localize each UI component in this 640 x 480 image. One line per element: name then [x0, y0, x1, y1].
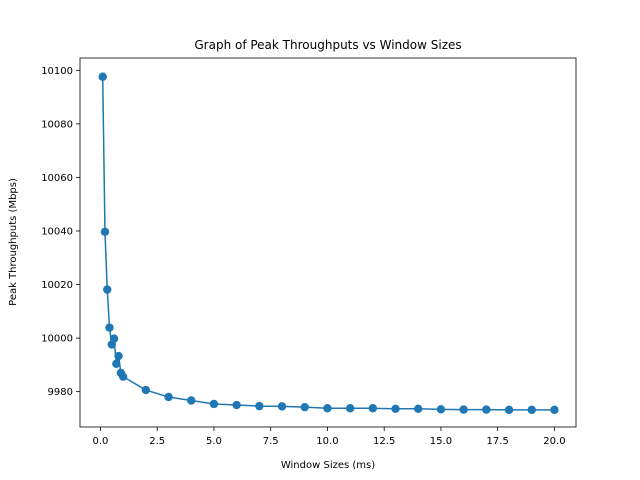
- axes-frame: [79, 57, 577, 428]
- data-point: [141, 385, 151, 395]
- data-point: [527, 405, 536, 415]
- chart-title: Graph of Peak Throughputs vs Window Size…: [194, 38, 461, 52]
- y-tick-label: 10100: [41, 66, 73, 77]
- data-point: [103, 285, 112, 294]
- x-tick-label: 12.5: [373, 436, 395, 447]
- data-point: [345, 404, 355, 413]
- y-tick-label: 10080: [41, 119, 73, 130]
- x-tick-label: 7.5: [263, 436, 279, 447]
- data-point: [109, 334, 119, 343]
- data-point: [436, 405, 446, 414]
- x-axis-label: Window Sizes (ms): [281, 460, 375, 471]
- x-tick-label: 5.0: [206, 436, 222, 447]
- y-axis-label: Peak Throughputs (Mbps): [8, 178, 19, 306]
- data-point: [391, 404, 400, 413]
- data-point: [105, 323, 114, 332]
- data-point: [255, 401, 264, 411]
- data-point: [277, 402, 287, 411]
- plot-area: 0.0 2.5 5.0 7.5 10.0 12.5 15.0 17.5 20.0 9980 1000…: [41, 57, 577, 447]
- x-tick-label: 10.0: [316, 436, 338, 447]
- x-tick-label: 2.5: [149, 436, 165, 447]
- data-point: [323, 404, 332, 413]
- data-point: [459, 405, 468, 414]
- data-point: [187, 396, 196, 405]
- data-point: [118, 372, 128, 381]
- data-point: [112, 359, 121, 369]
- x-tick-label: 0.0: [92, 436, 108, 447]
- y-tick-label: 10000: [41, 334, 73, 345]
- data-point: [114, 351, 123, 361]
- data-point: [368, 404, 378, 413]
- data-point: [209, 399, 219, 409]
- x-tick-label: 17.5: [487, 436, 509, 447]
- data-point: [300, 402, 309, 412]
- data-point: [98, 72, 107, 81]
- x-tick-label: 15.0: [430, 436, 452, 447]
- y-tick-label: 10020: [41, 280, 73, 291]
- y-tick-label: 9980: [48, 387, 73, 398]
- data-point: [482, 405, 491, 414]
- data-point: [504, 405, 514, 415]
- data-point: [550, 405, 559, 415]
- data-point: [414, 404, 423, 413]
- data-point: [164, 392, 173, 402]
- y-tick-label: 10040: [41, 226, 73, 237]
- data-point: [100, 227, 110, 236]
- data-point: [232, 400, 241, 410]
- x-tick-label: 20.0: [543, 436, 565, 447]
- y-tick-label: 10060: [41, 173, 73, 184]
